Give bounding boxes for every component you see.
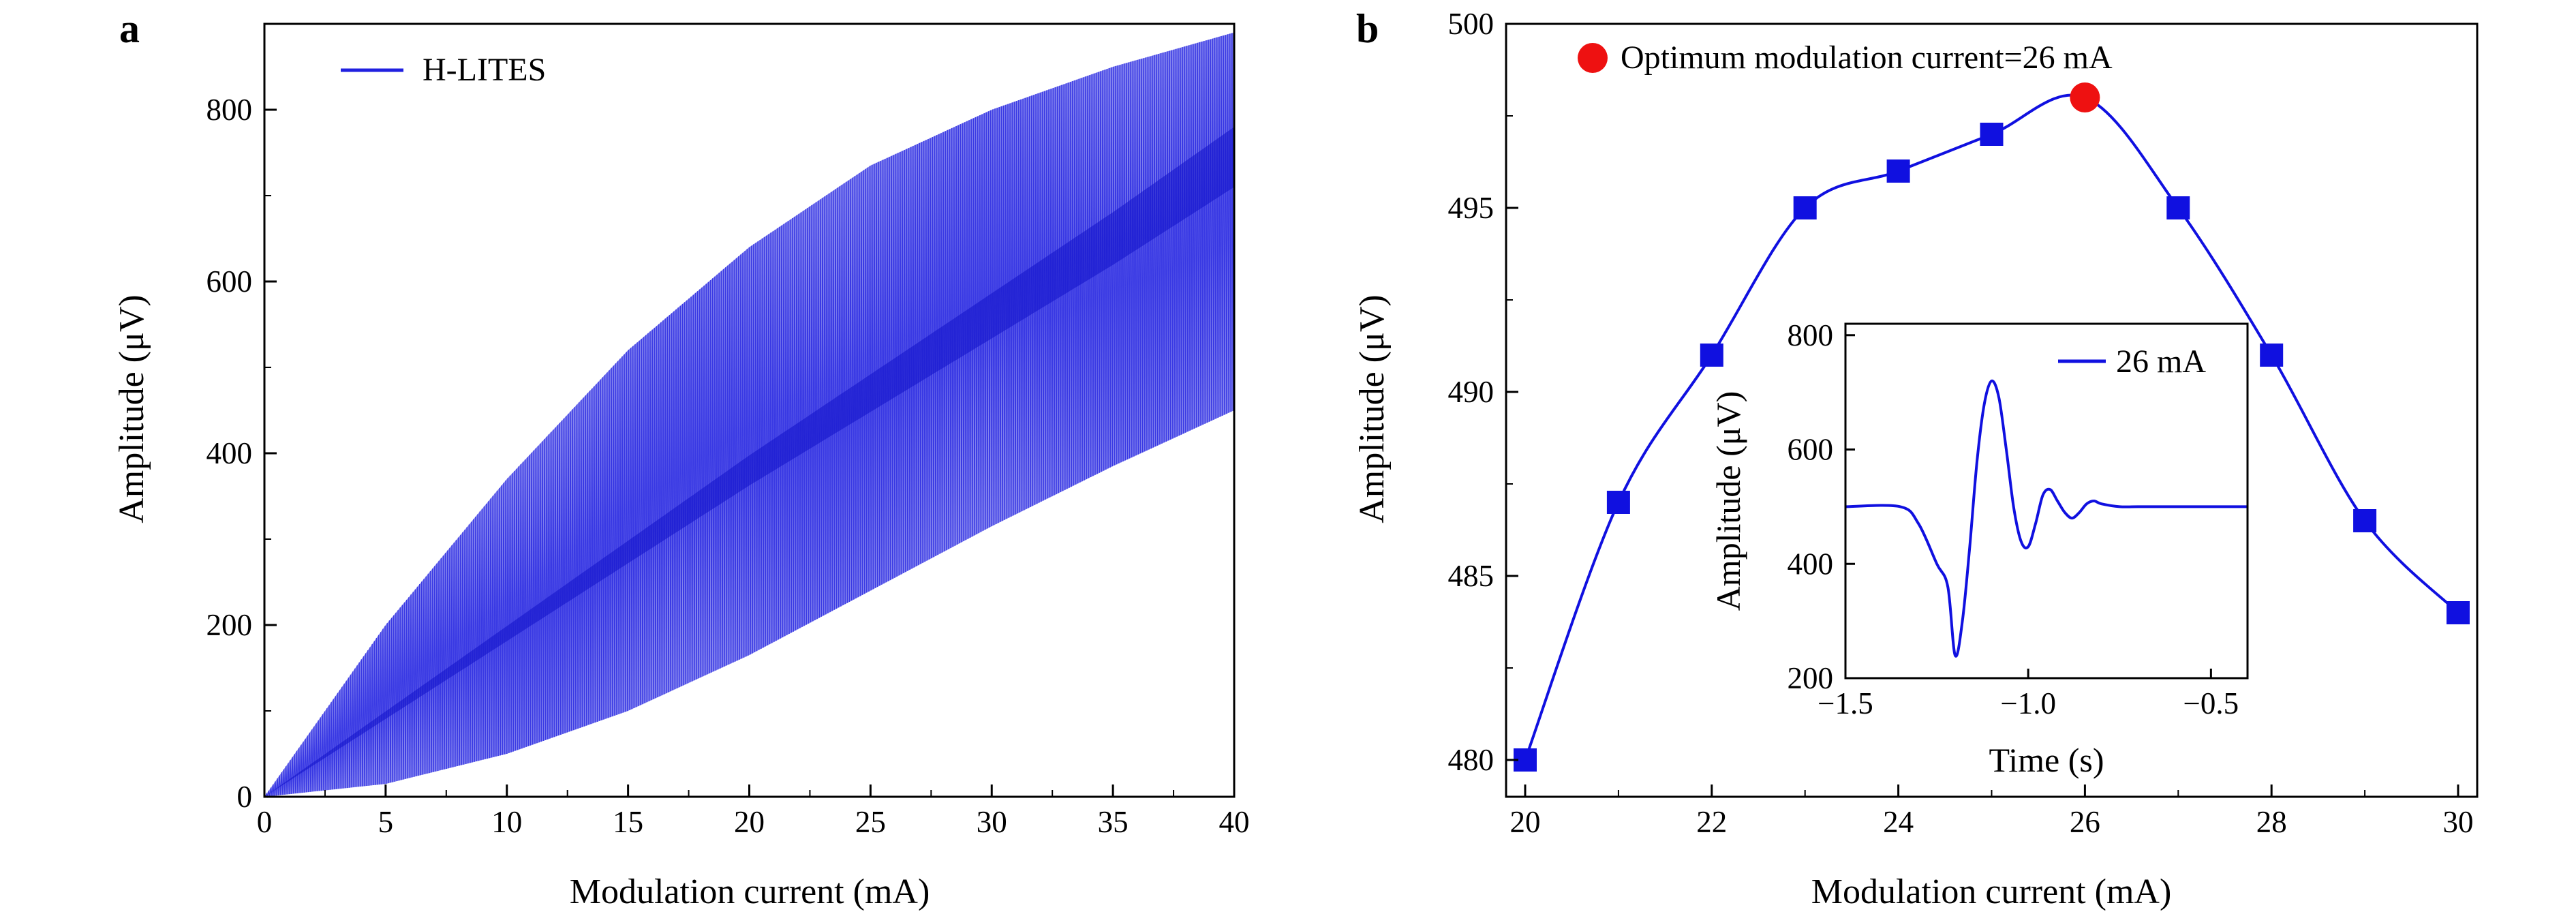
panel-a-y-tick-label-1: 200 <box>206 608 253 642</box>
inset-ticks: −1.5 −1.0 −0.5 200 400 600 800 <box>1788 318 2239 720</box>
panel-a-x-tick-label-3: 15 <box>613 805 643 839</box>
panel-b-x-tick-label-5: 30 <box>2443 805 2474 839</box>
panel-a-x-tick-label-4: 20 <box>734 805 765 839</box>
inset-y-tick-label-2: 600 <box>1788 433 1834 467</box>
panel-a-legend: H-LITES <box>341 52 546 88</box>
panel-a-core-band <box>264 127 1234 797</box>
panel-b-y-tick-label-0: 480 <box>1448 743 1494 777</box>
panel-b-x-tick-label-3: 26 <box>2070 805 2100 839</box>
panel-a-label: a <box>119 6 140 51</box>
panel-a-legend-label: H-LITES <box>423 52 546 88</box>
chart-panel-b: b 20 22 24 26 28 30 480 485 490 495 500 Optimum mo… <box>1353 6 2479 911</box>
panel-b-highlight-legend-marker <box>1578 43 1608 73</box>
panel-b-x-tick-label-4: 28 <box>2256 805 2287 839</box>
inset-legend-label: 26 mA <box>2116 344 2206 380</box>
inset-plot-area <box>1845 379 2248 658</box>
panel-a-x-tick-label-8: 40 <box>1219 805 1250 839</box>
panel-a-x-tick-label-6: 30 <box>977 805 1007 839</box>
inset-y-tick-label-1: 400 <box>1788 547 1834 581</box>
panel-b-highlight-legend-label: Optimum modulation current=26 mA <box>1621 40 2113 76</box>
panel-b-data-point <box>1700 344 1723 367</box>
panel-a-oscillation-trace <box>264 32 1235 799</box>
inset-y-tick-label-0: 200 <box>1788 661 1834 695</box>
panel-a-x-tick-label-5: 25 <box>855 805 886 839</box>
panel-a-y-tick-label-4: 800 <box>206 93 253 127</box>
panel-a-x-tick-label-0: 0 <box>257 805 273 839</box>
panel-a-y-tick-label-0: 0 <box>237 780 253 814</box>
panel-a-x-tick-label-7: 35 <box>1098 805 1129 839</box>
inset-x-tick-label-1: −1.0 <box>2000 686 2056 720</box>
panel-b-data-point <box>1606 491 1630 514</box>
inset-x-tick-label-2: −0.5 <box>2183 686 2239 720</box>
panel-b-highlight-legend: Optimum modulation current=26 mA <box>1578 40 2113 76</box>
panel-b-data-point <box>2353 509 2377 532</box>
panel-a-plot-area <box>264 32 1235 799</box>
inset-x-tick-label-0: −1.5 <box>1818 686 1873 720</box>
panel-b-data-point <box>1886 159 1910 183</box>
inset-y-tick-label-3: 800 <box>1788 318 1834 352</box>
panel-b-x-axis-label: Modulation current (mA) <box>1811 872 2172 911</box>
inset-series-line <box>1845 379 2248 658</box>
panel-b-y-tick-label-4: 500 <box>1448 7 1494 41</box>
panel-a-x-tick-label-1: 5 <box>378 805 394 839</box>
panel-b-x-tick-label-1: 22 <box>1696 805 1727 839</box>
panel-b-ticks: 20 22 24 26 28 30 480 485 490 495 500 <box>1448 7 2474 839</box>
panel-b-y-tick-label-2: 490 <box>1448 375 1494 409</box>
inset-axes-frame <box>1844 322 2249 680</box>
panel-b-plot-area <box>1514 82 2470 772</box>
inset-x-axis-label: Time (s) <box>1989 741 2104 779</box>
panel-b-x-tick-label-0: 20 <box>1510 805 1541 839</box>
panel-b-data-point <box>2166 196 2190 219</box>
panel-b-data-point <box>2260 344 2284 367</box>
panel-a-x-axis-label: Modulation current (mA) <box>570 872 930 911</box>
panel-a-y-tick-label-2: 400 <box>206 436 253 470</box>
panel-b-data-point <box>2447 601 2470 624</box>
inset-y-axis-label: Amplitude (μV) <box>1709 391 1747 611</box>
panel-b-label: b <box>1356 6 1379 51</box>
panel-b-y-tick-label-3: 495 <box>1448 191 1494 225</box>
panel-b-x-tick-label-2: 24 <box>1883 805 1914 839</box>
panel-b-series-line <box>1524 93 2459 761</box>
panel-a-y-tick-label-3: 600 <box>206 264 253 299</box>
panel-b-optimum-point <box>2070 82 2100 112</box>
inset-background <box>1845 324 2248 678</box>
panel-b-y-tick-label-1: 485 <box>1448 559 1494 593</box>
panel-b-data-point <box>1980 123 2004 146</box>
panel-a-x-tick-label-2: 10 <box>491 805 522 839</box>
panel-b-y-axis-label: Amplitude (μV) <box>1353 294 1392 523</box>
panel-a-y-axis-label: Amplitude (μV) <box>112 294 151 523</box>
panel-b-data-point <box>1793 196 1817 219</box>
